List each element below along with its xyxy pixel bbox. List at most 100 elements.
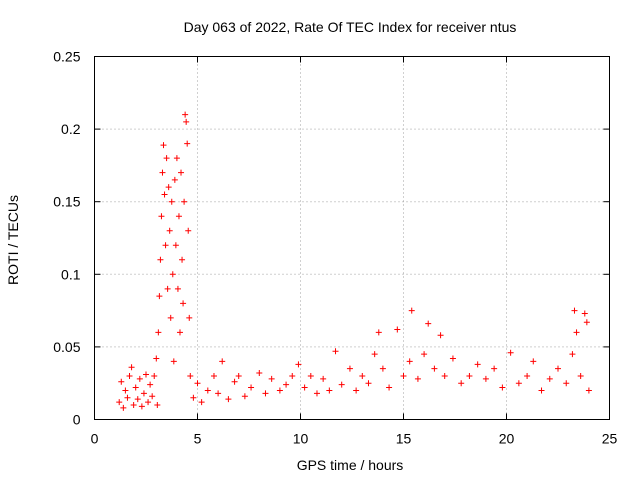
data-point <box>425 320 432 327</box>
data-point <box>179 256 186 263</box>
data-point <box>379 365 386 372</box>
data-point <box>241 393 248 400</box>
data-point <box>394 326 401 333</box>
data-point <box>190 394 197 401</box>
data-point <box>437 332 444 339</box>
data-point <box>167 314 174 321</box>
data-point <box>577 372 584 379</box>
data-point <box>538 387 545 394</box>
data-point <box>530 358 537 365</box>
data-point <box>408 307 415 314</box>
data-points <box>116 111 592 411</box>
data-point <box>219 358 226 365</box>
y-tick-label: 0.15 <box>53 194 80 210</box>
data-point <box>187 372 194 379</box>
x-axis-label: GPS time / hours <box>297 457 404 473</box>
data-point <box>186 314 193 321</box>
data-point <box>313 390 320 397</box>
data-point <box>151 372 158 379</box>
data-point <box>118 378 125 385</box>
data-point <box>116 399 123 406</box>
data-point <box>175 213 182 220</box>
data-point <box>194 380 201 387</box>
data-point <box>198 399 205 406</box>
data-point <box>414 375 421 382</box>
data-point <box>581 310 588 317</box>
data-point <box>491 365 498 372</box>
data-point <box>338 381 345 388</box>
data-point <box>130 401 137 408</box>
grid <box>94 56 610 420</box>
data-point <box>161 191 168 198</box>
data-point <box>160 142 167 149</box>
data-point <box>215 390 222 397</box>
x-tick-label: 0 <box>91 431 99 447</box>
data-point <box>289 372 296 379</box>
y-tick-label: 0 <box>73 412 81 428</box>
data-point <box>166 227 173 234</box>
data-point <box>400 372 407 379</box>
data-point <box>585 387 592 394</box>
data-point <box>204 387 211 394</box>
data-point <box>147 381 154 388</box>
data-point <box>353 387 360 394</box>
x-tick-label: 25 <box>602 431 618 447</box>
data-point <box>231 378 238 385</box>
data-point <box>371 351 378 358</box>
data-point <box>122 387 129 394</box>
data-point <box>154 401 161 408</box>
data-point <box>183 118 190 125</box>
data-point <box>515 380 522 387</box>
data-point <box>149 393 156 400</box>
data-point <box>499 384 506 391</box>
data-point <box>546 375 553 382</box>
data-point <box>320 375 327 382</box>
data-point <box>563 380 570 387</box>
data-point <box>283 381 290 388</box>
data-point <box>235 372 242 379</box>
y-tick-label: 0.25 <box>53 49 80 65</box>
data-point <box>174 285 181 292</box>
data-point <box>332 348 339 355</box>
data-point <box>573 329 580 336</box>
chart-title: Day 063 of 2022, Rate Of TEC Index for r… <box>184 19 517 35</box>
data-point <box>276 387 283 394</box>
data-point <box>138 403 145 410</box>
y-tick-label: 0.05 <box>53 339 80 355</box>
data-point <box>126 372 133 379</box>
data-point <box>482 375 489 382</box>
data-point <box>248 384 255 391</box>
data-point <box>153 355 160 362</box>
data-point <box>375 329 382 336</box>
data-point <box>346 365 353 372</box>
y-tick-label: 0.1 <box>61 266 81 282</box>
data-point <box>143 371 149 378</box>
data-point <box>163 155 170 162</box>
data-point <box>171 176 178 183</box>
data-point <box>145 399 152 406</box>
data-point <box>268 375 275 382</box>
data-point <box>180 300 187 307</box>
data-point <box>359 372 366 379</box>
data-point <box>158 213 165 220</box>
data-point <box>168 198 175 205</box>
data-point <box>173 155 180 162</box>
data-point <box>569 351 576 358</box>
data-point <box>466 372 473 379</box>
data-point <box>524 372 531 379</box>
data-point <box>365 380 372 387</box>
data-point <box>431 365 438 372</box>
data-point <box>301 384 308 391</box>
plot-frame <box>94 56 610 420</box>
data-point <box>225 396 232 403</box>
data-point <box>170 358 177 365</box>
y-axis-label: ROTI / TECUs <box>5 195 21 285</box>
data-point <box>164 285 171 292</box>
x-tick-label: 10 <box>293 431 309 447</box>
x-tick-label: 15 <box>396 431 412 447</box>
axis-ticks: 0 5 10 15 20 25 0 0.05 0.1 0.15 0.2 0.25 <box>53 49 617 447</box>
data-point <box>182 111 189 118</box>
data-point <box>178 169 185 176</box>
data-point <box>326 387 333 394</box>
